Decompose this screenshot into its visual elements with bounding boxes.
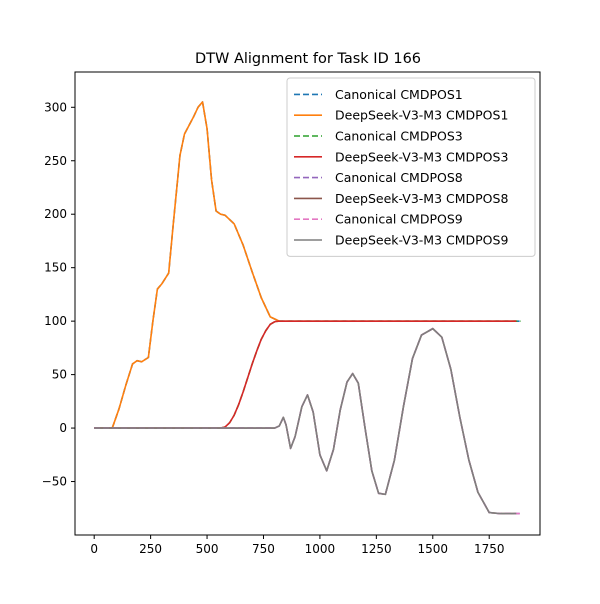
x-tick-label: 1750 [474, 542, 505, 556]
x-tick-label: 1000 [305, 542, 336, 556]
series-layer [94, 101, 521, 515]
x-tick-label: 0 [90, 542, 98, 556]
y-tick-label: 0 [59, 421, 67, 435]
legend: Canonical CMDPOS1 DeepSeek-V3-M3 CMDPOS1 C… [286, 77, 536, 257]
legend-label-6: Canonical CMDPOS9 [335, 212, 463, 227]
y-tick-label: −50 [42, 475, 67, 489]
x-axis: 0 250 500 750 1000 1250 1500 1750 [90, 535, 504, 556]
legend-label-4: Canonical CMDPOS8 [335, 170, 463, 185]
legend-label-1: DeepSeek-V3-M3 CMDPOS1 [335, 108, 508, 123]
plot-frame [74, 71, 541, 536]
x-tick-label: 750 [252, 542, 275, 556]
x-tick-label: 250 [139, 542, 162, 556]
chart-title: DTW Alignment for Task ID 166 [195, 51, 421, 67]
y-tick-label: 50 [52, 368, 67, 382]
y-tick-label: 300 [44, 100, 67, 114]
legend-label-3: DeepSeek-V3-M3 CMDPOS3 [335, 149, 508, 164]
series-line-7 [94, 327, 517, 515]
legend-label-0: Canonical CMDPOS1 [335, 87, 463, 102]
x-tick-label: 1500 [418, 542, 449, 556]
legend-label-2: Canonical CMDPOS3 [335, 129, 463, 144]
y-axis: −50 0 50 100 150 200 250 300 [42, 100, 75, 489]
x-tick-label: 1250 [361, 542, 392, 556]
y-tick-label: 250 [44, 154, 67, 168]
y-tick-label: 100 [44, 314, 67, 328]
legend-label-7: DeepSeek-V3-M3 CMDPOS9 [335, 233, 508, 248]
y-tick-label: 200 [44, 207, 67, 221]
legend-box [286, 77, 536, 257]
y-tick-label: 150 [44, 261, 67, 275]
legend-label-5: DeepSeek-V3-M3 CMDPOS8 [335, 191, 508, 206]
x-tick-label: 500 [196, 542, 219, 556]
